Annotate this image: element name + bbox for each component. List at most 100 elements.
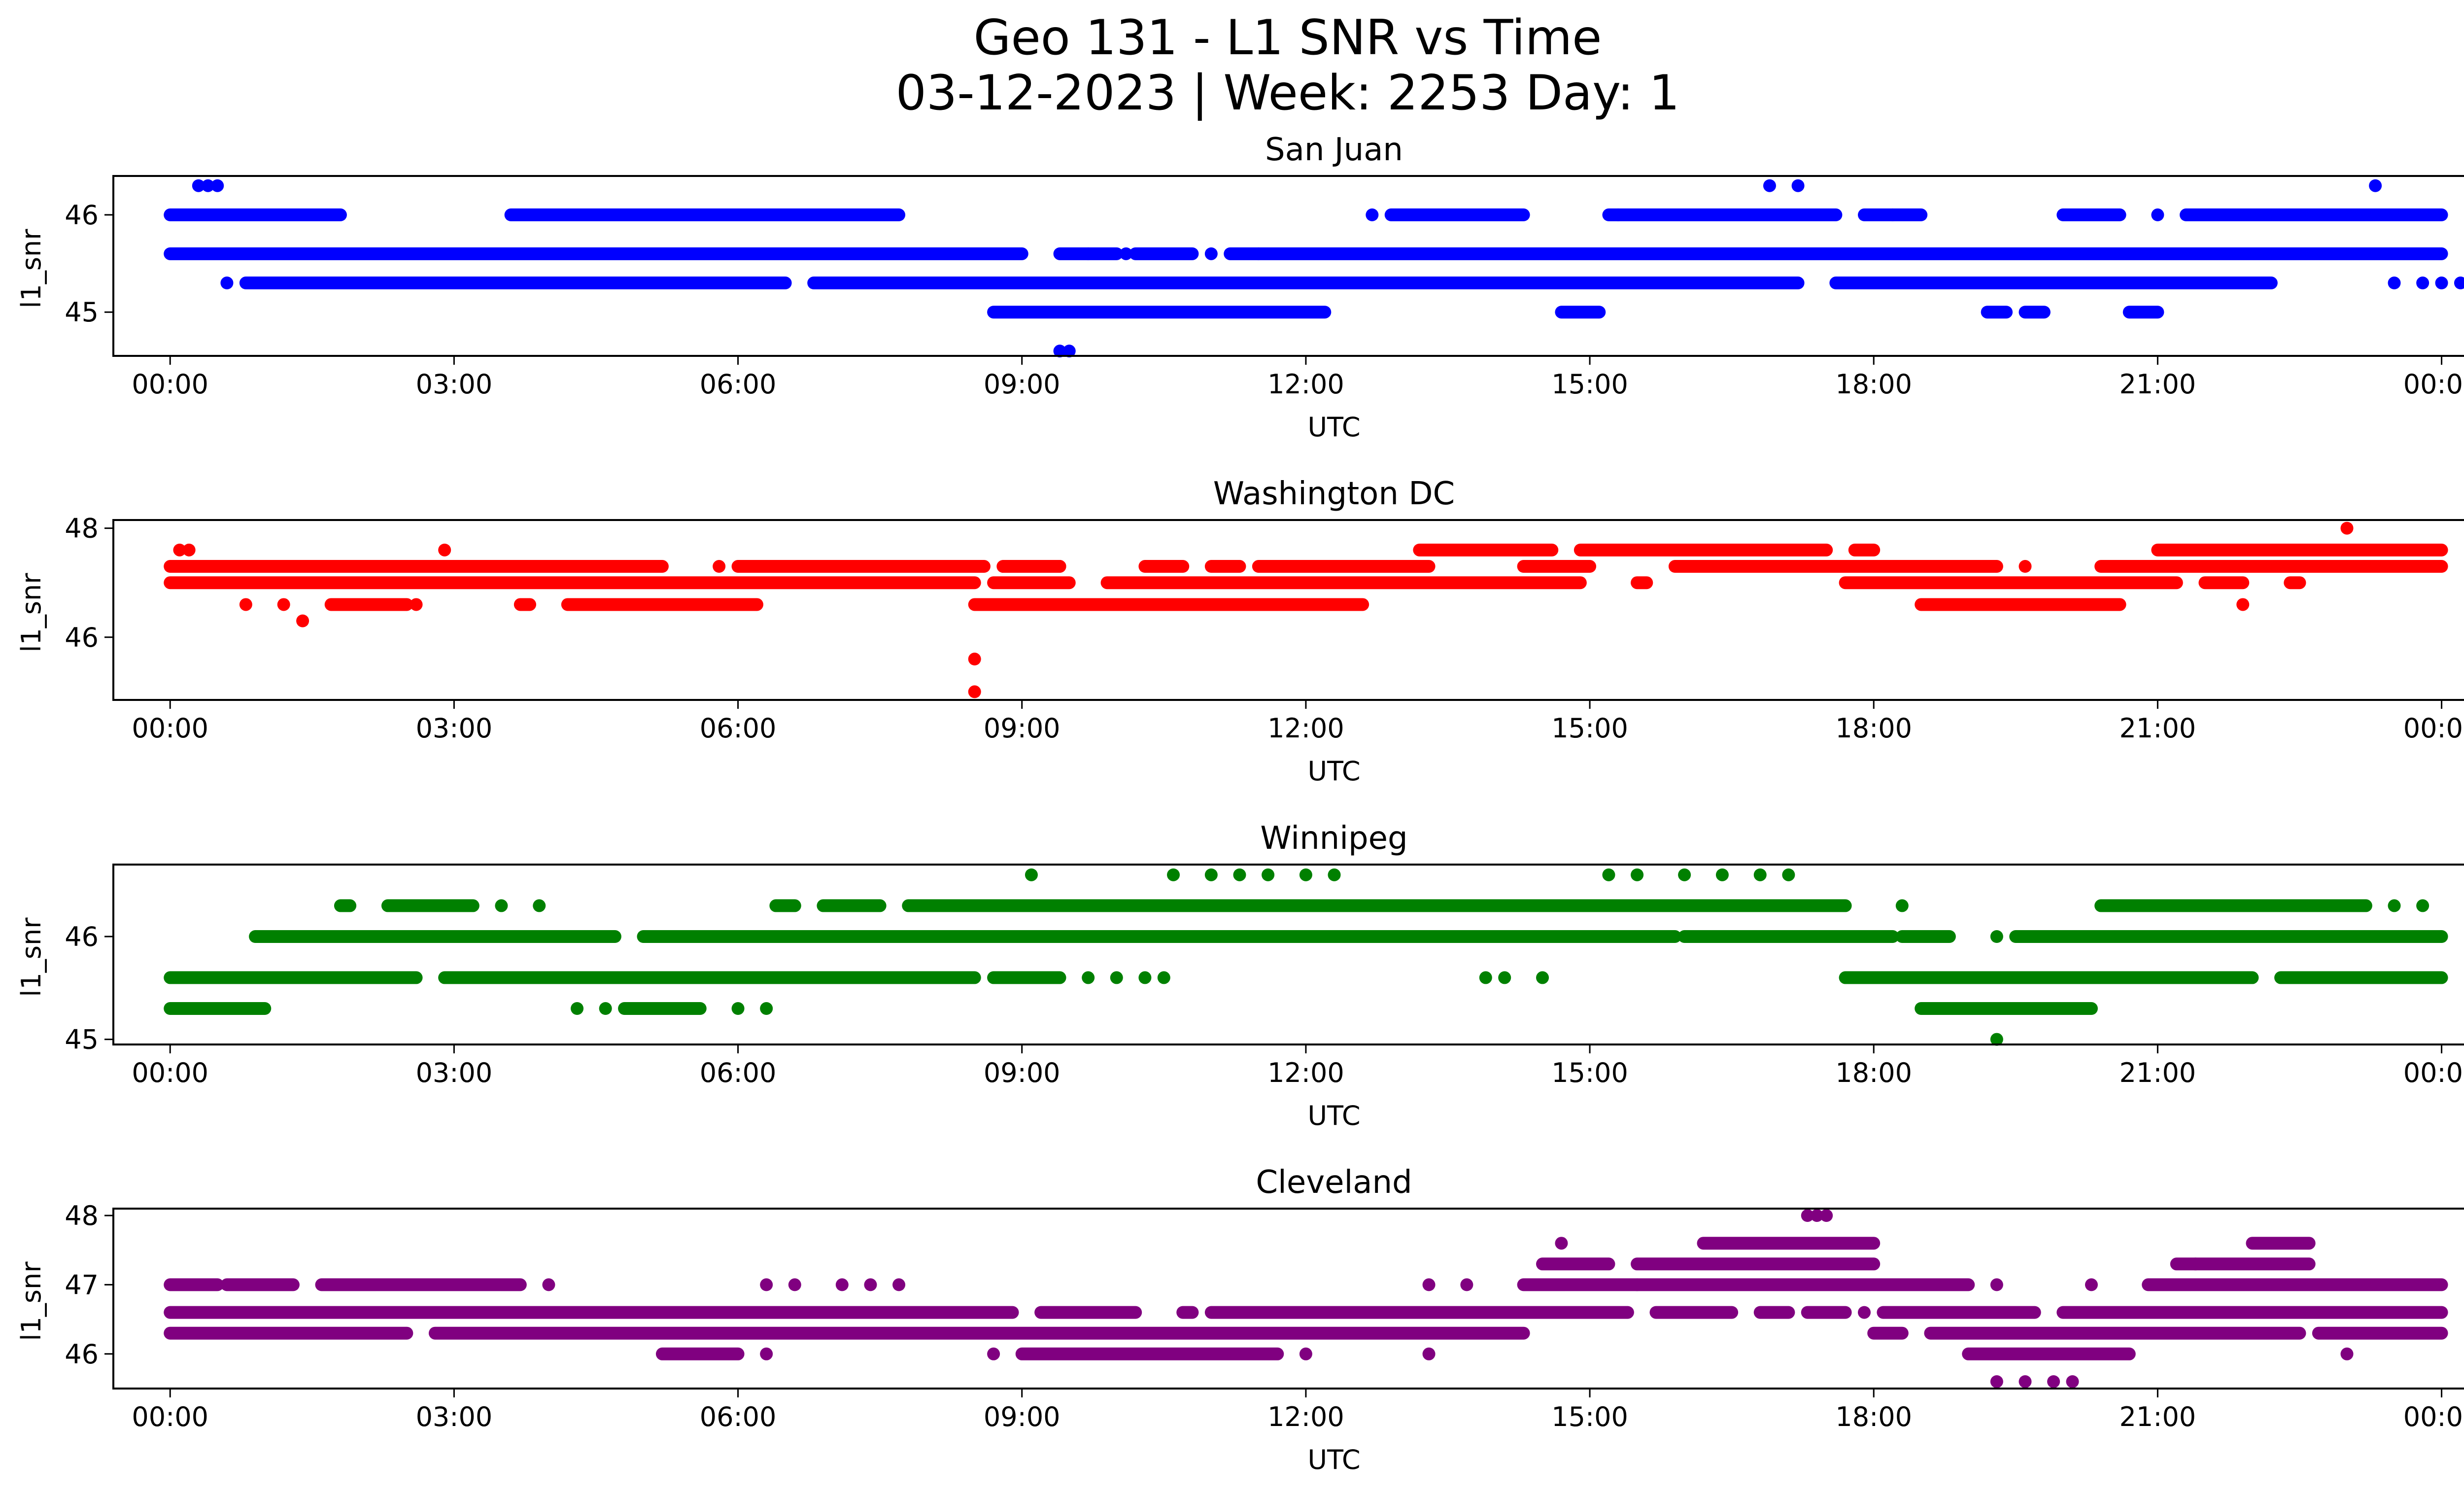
data-point [1555, 1237, 1568, 1250]
data-point [1858, 1306, 1871, 1319]
subplot-title: Washington DC [1213, 476, 1455, 512]
data-point [1990, 1375, 2003, 1388]
x-tick-label: 03:00 [416, 1401, 493, 1432]
x-tick-label: 21:00 [2120, 369, 2196, 400]
data-point [892, 1278, 906, 1291]
x-axis-label: UTC [1307, 1100, 1360, 1131]
data-point [1753, 868, 1767, 881]
y-tick-label: 46 [65, 1339, 99, 1370]
data-point [533, 899, 546, 912]
data-point [1119, 247, 1132, 260]
x-tick-label: 00:00 [2403, 369, 2464, 400]
data-point [542, 1278, 555, 1291]
data-point [1053, 560, 1066, 573]
subplot-san-juan: San Juan UTC l1_snr 00:00 03:00 06:00 09:00… [16, 132, 2464, 443]
data-point [173, 543, 186, 556]
data-point [1157, 971, 1170, 984]
x-tick-label: 09:00 [984, 713, 1061, 744]
plot-area-frame [112, 519, 2464, 701]
data-point [1678, 868, 1691, 881]
x-tick-label: 06:00 [700, 369, 777, 400]
data-point [1631, 1278, 1644, 1291]
x-tick-label: 06:00 [700, 713, 777, 744]
data-point [211, 179, 224, 192]
data-point [760, 1278, 773, 1291]
x-tick-label: 00:00 [2403, 1057, 2464, 1088]
y-tick-label: 48 [65, 1200, 99, 1231]
data-point [277, 598, 290, 611]
data-point [1262, 868, 1275, 881]
data-point [296, 614, 309, 627]
x-tick-label: 00:00 [132, 713, 208, 744]
x-tick-label: 15:00 [1551, 1401, 1628, 1432]
x-tick-label: 15:00 [1551, 713, 1628, 744]
data-point [1110, 971, 1123, 984]
data-point [1422, 1347, 1436, 1360]
data-point [571, 1002, 584, 1015]
subplot-title: Winnipeg [1260, 820, 1407, 857]
subplot-winnipeg: Winnipeg UTC l1_snr 00:00 03:00 06:00 09:00… [16, 820, 2464, 1131]
data-point [1611, 208, 1625, 221]
x-tick-label: 00:00 [132, 1057, 208, 1088]
x-tick-label: 12:00 [1267, 1057, 1344, 1088]
data-point [2454, 277, 2464, 290]
x-axis-label: UTC [1307, 1444, 1360, 1475]
x-tick-label: 21:00 [2120, 713, 2196, 744]
data-point [277, 277, 290, 290]
x-tick-label: 03:00 [416, 369, 493, 400]
x-tick-label: 18:00 [1835, 369, 1912, 400]
data-point [2369, 179, 2382, 192]
x-tick-label: 15:00 [1551, 1057, 1628, 1088]
plot-area-frame [112, 1208, 2464, 1390]
x-tick-label: 06:00 [700, 1057, 777, 1088]
x-tick-label: 18:00 [1835, 713, 1912, 744]
x-tick-label: 21:00 [2120, 1057, 2196, 1088]
figure-title-line1: Geo 131 - L1 SNR vs Time [974, 10, 1602, 66]
data-point [968, 685, 981, 698]
data-point [2416, 277, 2430, 290]
y-tick-label: 46 [65, 200, 99, 231]
data-point [599, 1002, 612, 1015]
data-point [2151, 208, 2164, 221]
subplot-title: San Juan [1265, 132, 1403, 168]
data-point [835, 1278, 849, 1291]
x-tick-label: 18:00 [1835, 1401, 1912, 1432]
data-point [495, 899, 508, 912]
data-point [1062, 345, 1076, 358]
data-point [2388, 277, 2401, 290]
data-point [2085, 1278, 2098, 1291]
data-point [731, 1002, 745, 1015]
x-tick-label: 03:00 [416, 713, 493, 744]
data-point [1801, 1209, 1814, 1222]
data-point [618, 277, 631, 290]
subplot-washington-dc: Washington DC UTC l1_snr 00:00 03:00 06:00… [16, 476, 2464, 787]
x-tick-label: 21:00 [2120, 1401, 2196, 1432]
data-point [2416, 899, 2430, 912]
y-axis-label: l1_snr [16, 573, 47, 653]
y-tick-label: 46 [65, 921, 99, 952]
data-point [410, 598, 423, 611]
data-point [1810, 1209, 1823, 1222]
data-point [1138, 971, 1152, 984]
data-point [1763, 179, 1776, 192]
x-tick-label: 00:00 [132, 369, 208, 400]
data-point [2189, 1257, 2202, 1271]
data-point [239, 598, 252, 611]
x-tick-label: 12:00 [1267, 369, 1344, 400]
data-point [2019, 560, 2032, 573]
subplot-title: Cleveland [1256, 1164, 1412, 1201]
data-point [2340, 1347, 2354, 1360]
data-point [1990, 1033, 2003, 1046]
data-point [2047, 1375, 2060, 1388]
plot-area-frame [112, 175, 2464, 357]
x-tick-label: 00:00 [2403, 713, 2464, 744]
x-tick-label: 03:00 [416, 1057, 493, 1088]
data-point [1820, 1209, 1833, 1222]
data-point [655, 277, 669, 290]
data-point [1479, 971, 1492, 984]
data-point [2066, 1375, 2079, 1388]
data-point [561, 277, 574, 290]
y-tick-label: 45 [65, 297, 99, 328]
y-tick-label: 47 [65, 1269, 99, 1300]
plot-area-frame [112, 864, 2464, 1045]
